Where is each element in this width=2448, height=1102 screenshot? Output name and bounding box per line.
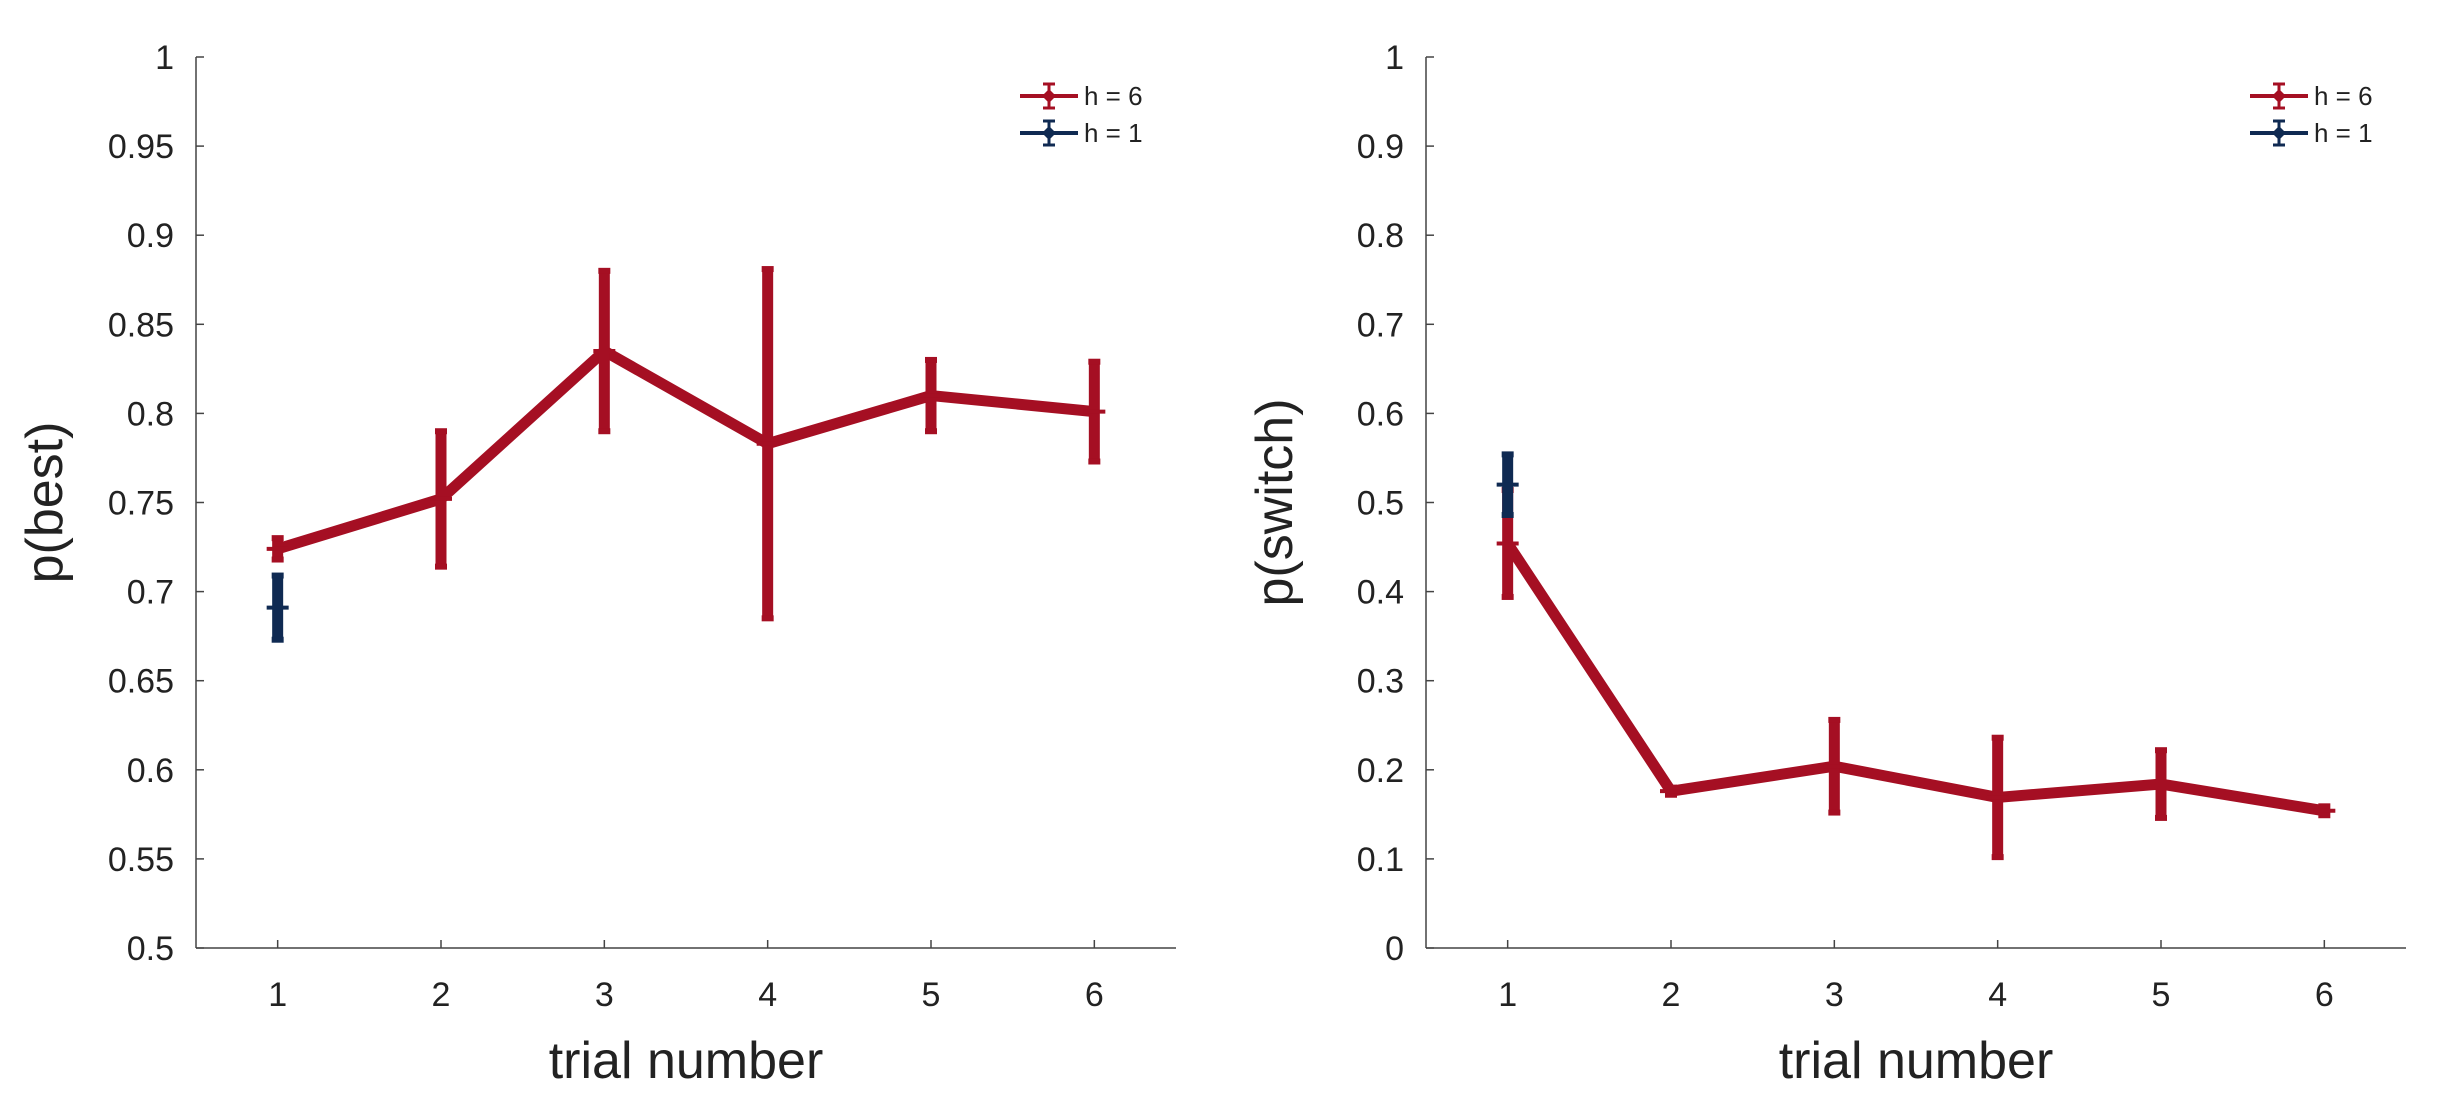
legend-label: h = 1: [2314, 118, 2373, 148]
x-tick-label: 4: [1988, 976, 2007, 1014]
y-axis-title: p(switch): [1246, 398, 1304, 606]
legend-marker: [2272, 89, 2286, 103]
legend-marker: [2272, 126, 2286, 140]
y-tick-label: 0.85: [108, 306, 174, 344]
x-tick-label: 5: [2152, 976, 2171, 1014]
p-best-chart: 0.5 0.55 0.6 0.65 0.7 0.75 0.8 0.85 0.9 0.95 1 1 2 3 4…: [16, 39, 1176, 1090]
y-tick-label: 1: [1385, 39, 1404, 77]
series-line: [1502, 537, 2330, 817]
y-tick-label: 0.9: [127, 217, 174, 255]
y-tick-label: 0.75: [108, 485, 174, 523]
y-tick-label: 0.2: [1357, 752, 1404, 790]
series-h-6: [266, 266, 1106, 622]
x-tick-label: 2: [432, 976, 451, 1014]
x-tick-label: 6: [2315, 976, 2334, 1014]
y-tick-label: 0: [1385, 930, 1404, 968]
x-tick-label: 2: [1662, 976, 1681, 1014]
legend-marker: [1042, 89, 1056, 103]
legend-label: h = 6: [1084, 81, 1143, 111]
x-tick-label: 3: [595, 976, 614, 1014]
y-tick-label: 1: [155, 39, 174, 77]
y-tick-label: 0.6: [127, 752, 174, 790]
x-tick-label: 1: [268, 976, 287, 1014]
series-h-1: [266, 572, 289, 643]
y-tick-label: 0.7: [127, 574, 174, 612]
y-tick-label: 0.55: [108, 841, 174, 879]
p-switch-chart: 0 0.1 0.2 0.3 0.4 0.5 0.6 0.7 0.8 0.9 1 1 2 3 4 5 6 trial…: [1246, 39, 2406, 1090]
x-tick-label: 3: [1825, 976, 1844, 1014]
y-axis-title: p(best): [16, 422, 74, 584]
y-tick-label: 0.7: [1357, 306, 1404, 344]
x-tick-label: 6: [1085, 976, 1104, 1014]
y-tick-label: 0.4: [1357, 574, 1404, 612]
legend: h = 6 h = 1: [1020, 81, 1143, 148]
y-tick-label: 0.5: [127, 930, 174, 968]
legend: h = 6 h = 1: [2250, 81, 2373, 148]
series-h-6: [1496, 487, 2336, 861]
x-axis-title: trial number: [549, 1032, 824, 1090]
x-tick-label: 5: [922, 976, 941, 1014]
y-tick-label: 0.8: [127, 395, 174, 433]
y-tick-label: 0.65: [108, 663, 174, 701]
legend-item-h-6: h = 6: [2250, 81, 2373, 111]
legend-label: h = 6: [2314, 81, 2373, 111]
y-tick-label: 0.3: [1357, 663, 1404, 701]
y-tick-label: 0.6: [1357, 395, 1404, 433]
legend-item-h-6: h = 6: [1020, 81, 1143, 111]
legend-label: h = 1: [1084, 118, 1143, 148]
series-h-1: [1496, 451, 1519, 518]
y-tick-label: 0.5: [1357, 485, 1404, 523]
y-tick-label: 0.8: [1357, 217, 1404, 255]
legend-item-h-1: h = 1: [1020, 118, 1143, 148]
y-tick-label: 0.95: [108, 128, 174, 166]
series-line: [272, 345, 1100, 555]
y-tick-label: 0.9: [1357, 128, 1404, 166]
legend-item-h-1: h = 1: [2250, 118, 2373, 148]
y-tick-label: 0.1: [1357, 841, 1404, 879]
x-tick-label: 1: [1498, 976, 1517, 1014]
x-axis-title: trial number: [1779, 1032, 2054, 1090]
legend-marker: [1042, 126, 1056, 140]
x-tick-label: 4: [758, 976, 777, 1014]
